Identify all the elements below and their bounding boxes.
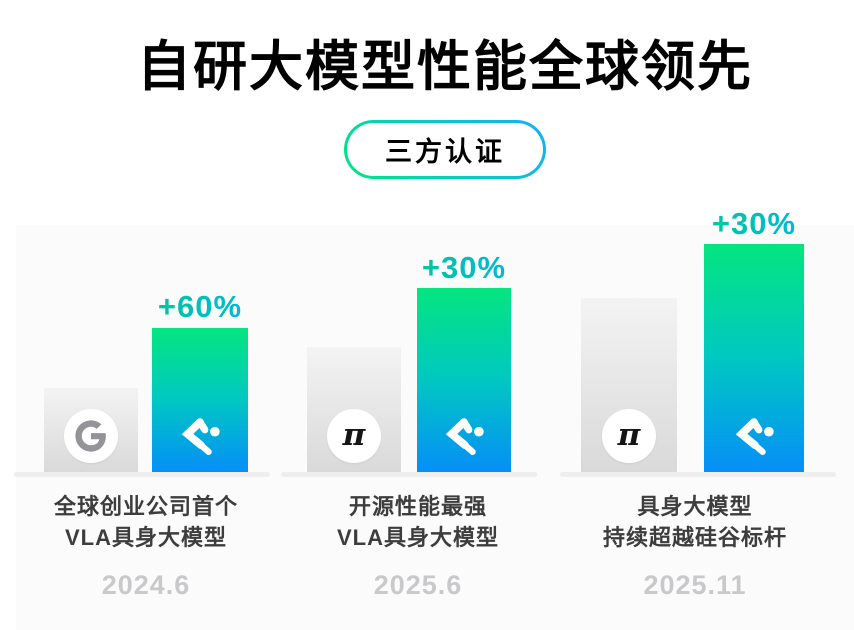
- date-label: 2025.6: [373, 570, 463, 600]
- date-label: 2024.6: [101, 570, 191, 600]
- baseline-strip: [14, 472, 270, 477]
- company-logo-icon: [445, 418, 484, 455]
- competitor-bar: π: [307, 347, 401, 473]
- self-model-bar: [152, 328, 248, 473]
- caption: 具身大模型 持续超越硅谷标杆: [602, 494, 787, 550]
- gain-label: +30%: [394, 250, 534, 286]
- certification-badge: 三方认证: [344, 120, 546, 179]
- caption: 开源性能最强 VLA具身大模型: [336, 494, 499, 550]
- page-title: 自研大模型性能全球领先: [137, 37, 753, 97]
- self-model-bar: [417, 288, 511, 473]
- date-label: 2025.11: [643, 570, 747, 600]
- pi-icon: π: [602, 409, 656, 463]
- baseline-strip: [281, 472, 537, 477]
- competitor-bar: [44, 388, 138, 473]
- competitor-bar: π: [581, 298, 677, 473]
- google-g-icon: [64, 409, 118, 463]
- gain-label: +30%: [684, 206, 824, 242]
- gain-label: +60%: [130, 289, 270, 325]
- company-logo-icon: [181, 418, 220, 455]
- header: 自研大模型性能全球领先 三方认证: [0, 0, 854, 179]
- company-logo-icon: [735, 418, 774, 455]
- pi-icon: π: [327, 409, 381, 463]
- baseline-strip: [560, 472, 836, 477]
- self-model-bar: [704, 244, 804, 473]
- caption: 全球创业公司首个 VLA具身大模型: [53, 494, 238, 550]
